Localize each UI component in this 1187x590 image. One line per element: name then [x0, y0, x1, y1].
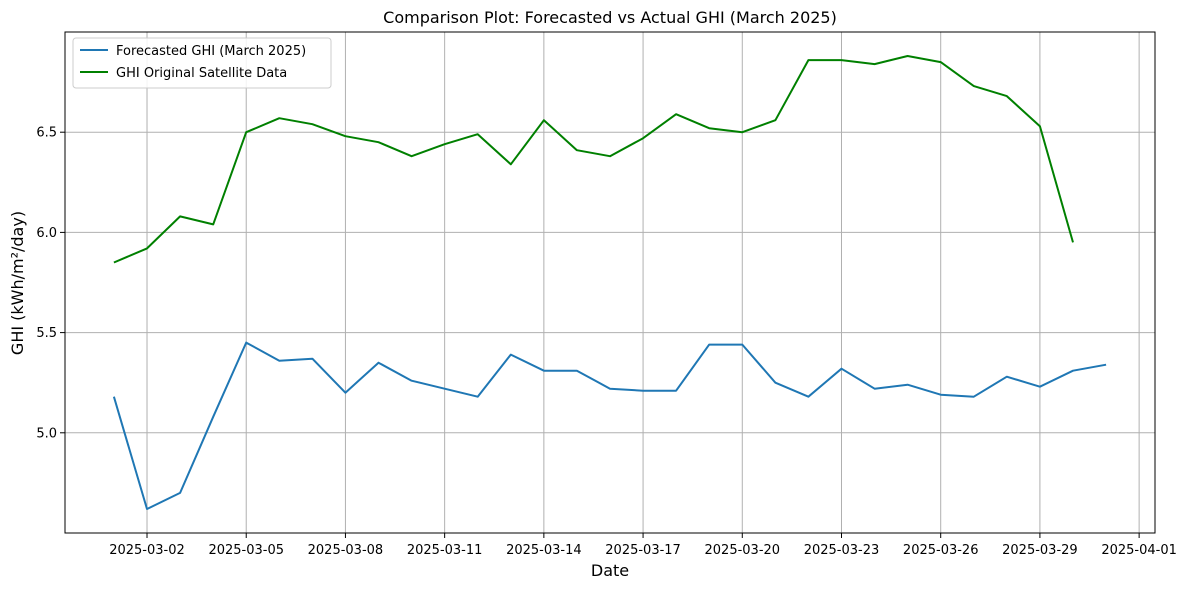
x-tick-label: 2025-03-02 — [109, 543, 185, 558]
y-tick-label: 6.0 — [36, 226, 57, 241]
legend-label-satellite: GHI Original Satellite Data — [116, 66, 287, 81]
y-tick-label: 6.5 — [36, 126, 57, 141]
x-tick-label: 2025-03-17 — [605, 543, 681, 558]
series-line-1 — [113, 55, 1074, 264]
x-tick-label: 2025-03-26 — [903, 543, 979, 558]
grid — [65, 32, 1155, 533]
y-axis-ticks: 5.0 5.5 6.0 6.5 — [36, 126, 65, 441]
x-tick-label: 2025-03-29 — [1002, 543, 1078, 558]
x-tick-label: 2025-04-01 — [1101, 543, 1177, 558]
x-tick-label: 2025-03-20 — [705, 543, 781, 558]
x-axis-label: Date — [591, 561, 629, 580]
chart-title: Comparison Plot: Forecasted vs Actual GH… — [383, 8, 837, 27]
y-tick-label: 5.0 — [36, 426, 57, 441]
x-tick-label: 2025-03-14 — [506, 543, 582, 558]
legend: Forecasted GHI (March 2025) GHI Original… — [72, 37, 332, 89]
x-tick-label: 2025-03-05 — [208, 543, 284, 558]
series-lines — [112, 55, 1107, 510]
plot-frame — [64, 31, 1156, 534]
y-axis-label: GHI (kWh/m²/day) — [8, 211, 27, 355]
legend-box — [72, 37, 332, 89]
x-tick-label: 2025-03-08 — [308, 543, 384, 558]
legend-label-forecast: Forecasted GHI (March 2025) — [116, 44, 306, 59]
x-tick-label: 2025-03-23 — [804, 543, 880, 558]
x-axis-ticks: 2025-03-02 2025-03-05 2025-03-08 2025-03-11… — [109, 533, 1177, 558]
series-line-0 — [112, 341, 1107, 510]
y-tick-label: 5.5 — [36, 326, 57, 341]
x-tick-label: 2025-03-11 — [407, 543, 483, 558]
